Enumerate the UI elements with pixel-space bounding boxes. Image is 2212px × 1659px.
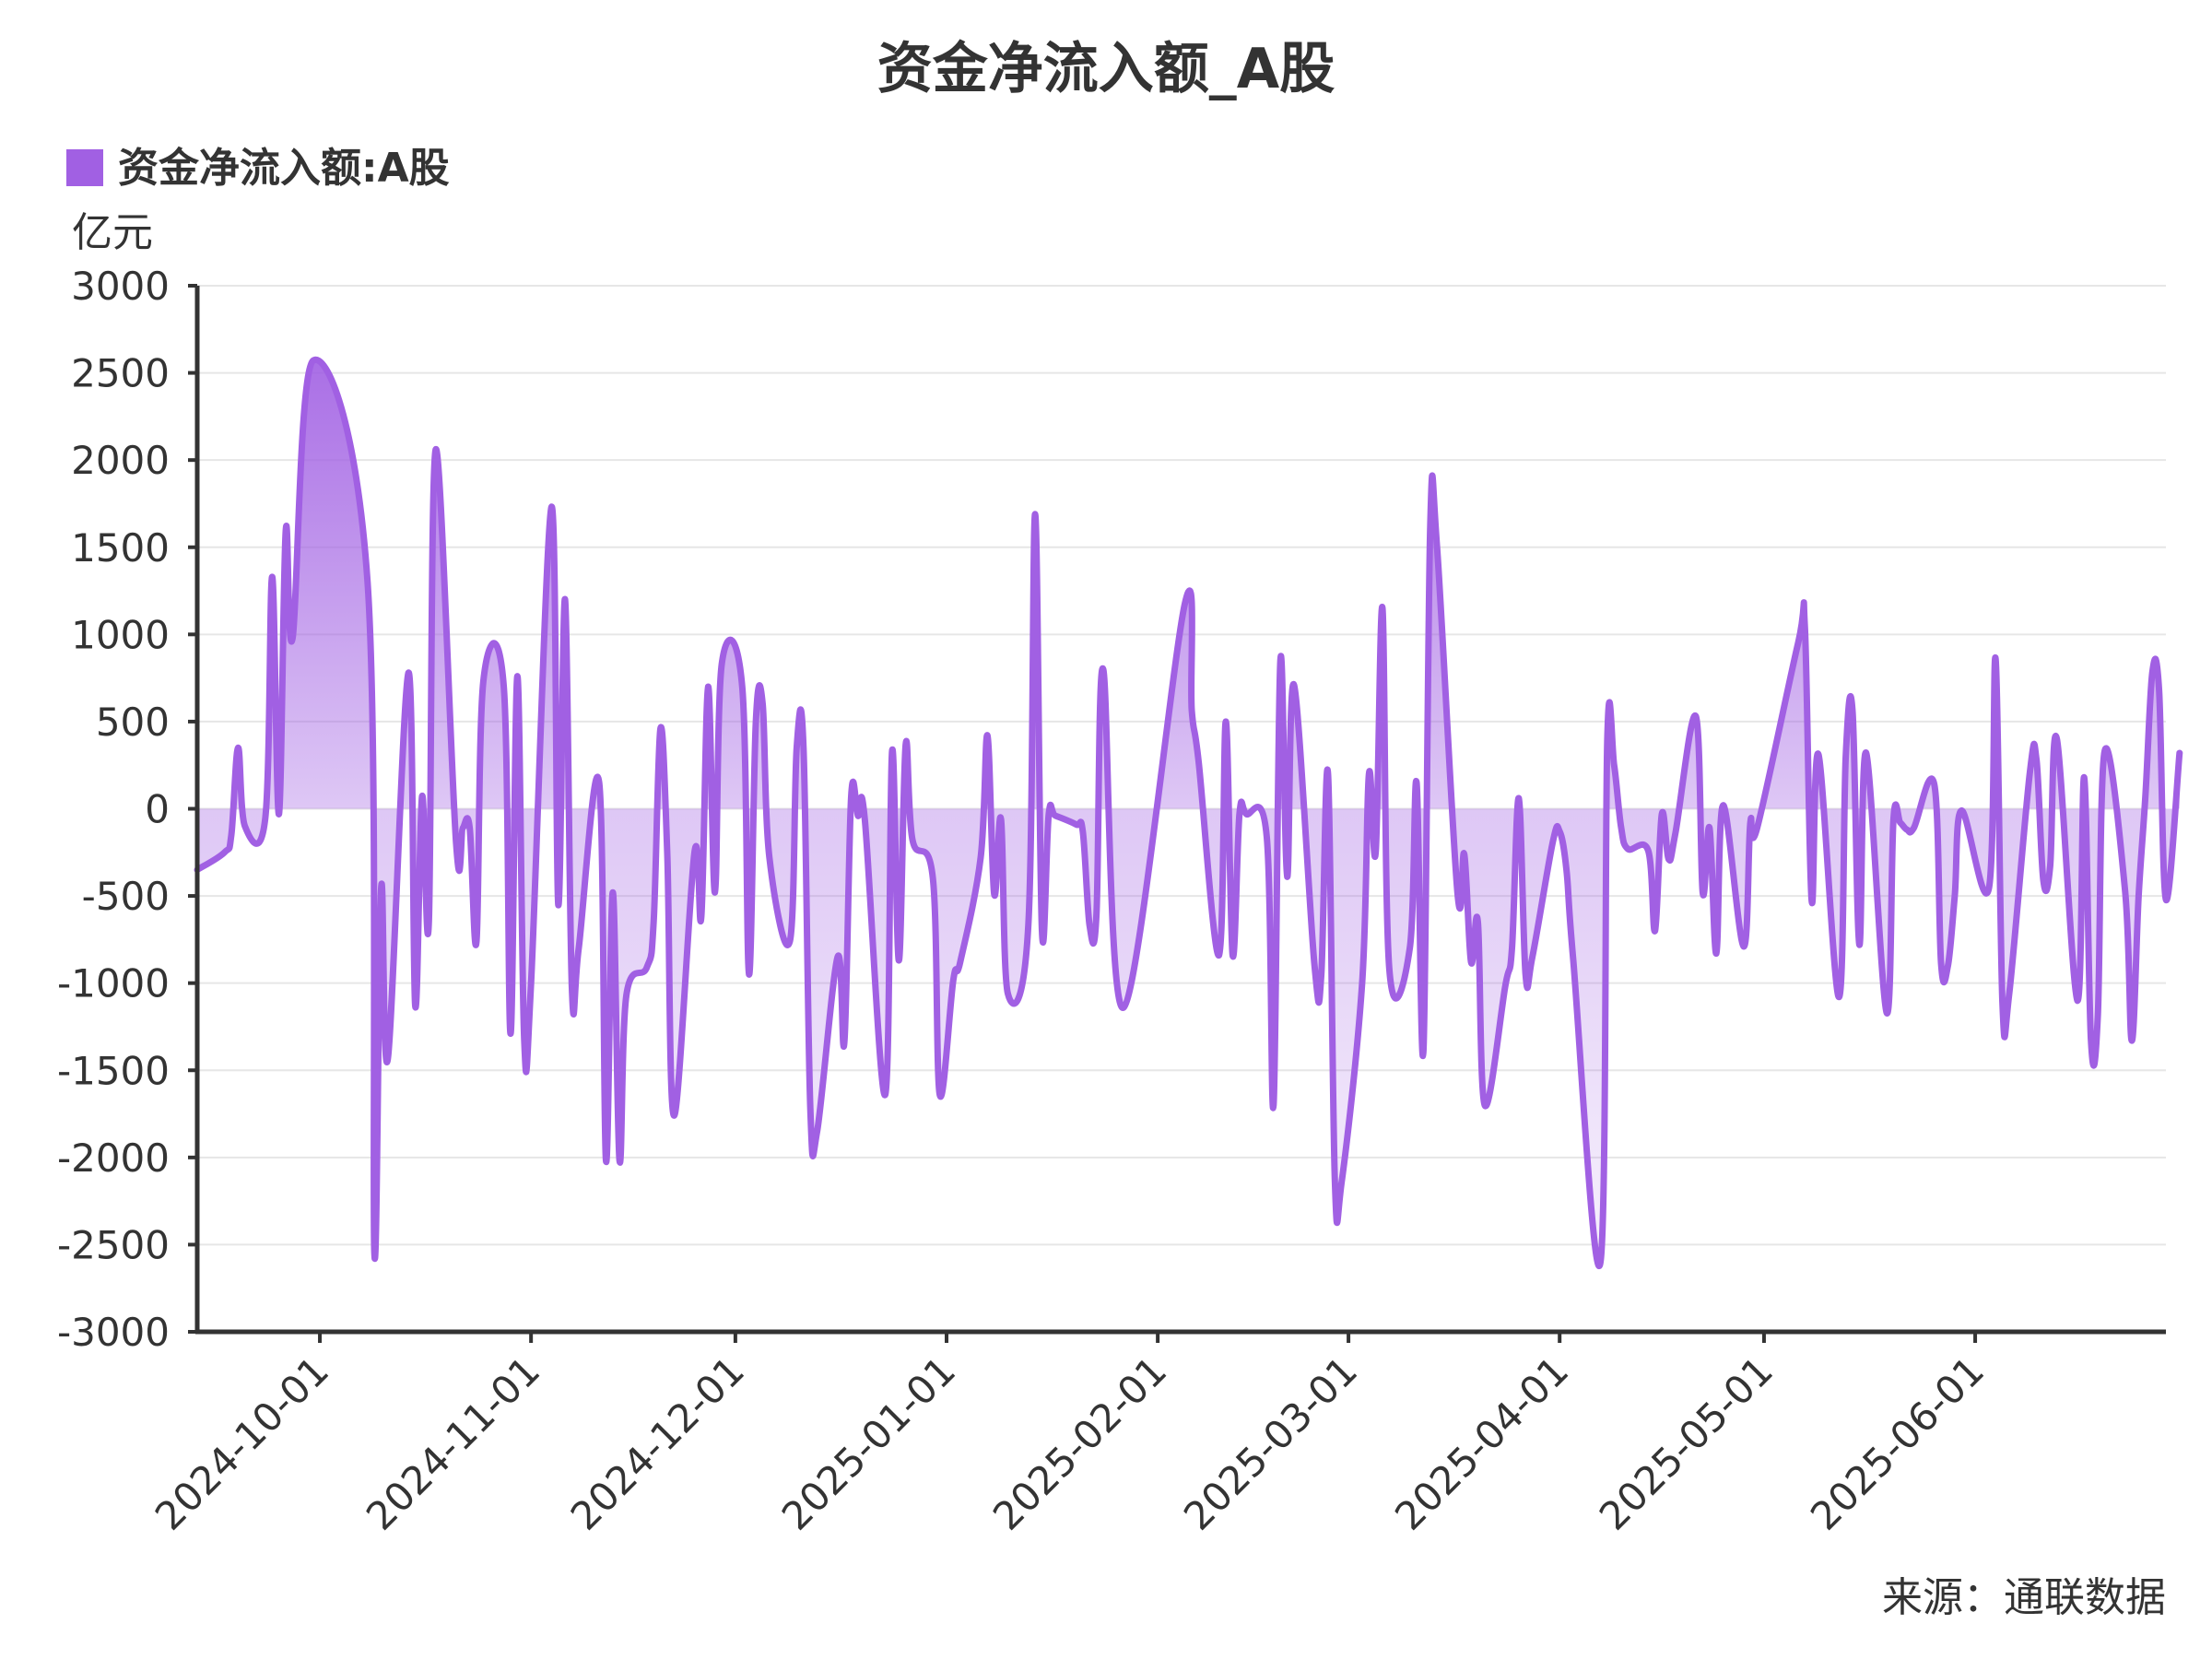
legend-swatch[interactable] [66,149,103,186]
y-tick-label: -1500 [57,1048,170,1093]
y-tick-label: 2500 [71,351,170,396]
x-tick-label: 2024-11-01 [358,1347,548,1538]
x-axis-ticks: 2024-10-01 2024-11-01 2024-12-01 2025-01-01… [147,1332,1993,1539]
x-tick-label: 2025-05-01 [1591,1347,1782,1538]
y-tick-label: -2500 [57,1222,170,1267]
y-tick-label: 1500 [71,525,170,571]
y-tick-label: 3000 [71,264,170,309]
y-tick-label: 1000 [71,612,170,657]
x-tick-label: 2025-01-01 [773,1347,964,1538]
source-note: 来源：通联数据 [1882,1574,2166,1621]
y-tick-label: 500 [96,700,170,745]
x-tick-label: 2024-10-01 [147,1347,337,1538]
y-axis-ticks: 3000 2500 2000 1500 1000 500 0 -500 -1000 -1500 -2… [57,264,197,1355]
y-tick-label: 2000 [71,438,170,483]
y-tick-label: -500 [82,874,170,919]
x-tick-label: 2025-06-01 [1802,1347,1993,1538]
series-line[interactable] [194,356,2183,1269]
y-tick-label: -1000 [57,961,170,1006]
x-tick-label: 2025-04-01 [1386,1347,1577,1538]
x-tick-label: 2025-02-01 [984,1347,1175,1538]
x-tick-label: 2024-12-01 [562,1347,753,1538]
y-tick-label: -2000 [57,1135,170,1181]
chart-title: 资金净流入额_A股 [877,37,1335,101]
y-tick-label: -3000 [57,1310,170,1355]
y-tick-label: 0 [145,787,170,832]
x-tick-label: 2025-03-01 [1175,1347,1366,1538]
series-area [197,359,2180,1266]
y-axis-unit: 亿元 [72,209,153,256]
legend-label[interactable]: 资金净流入额:A股 [118,145,450,192]
